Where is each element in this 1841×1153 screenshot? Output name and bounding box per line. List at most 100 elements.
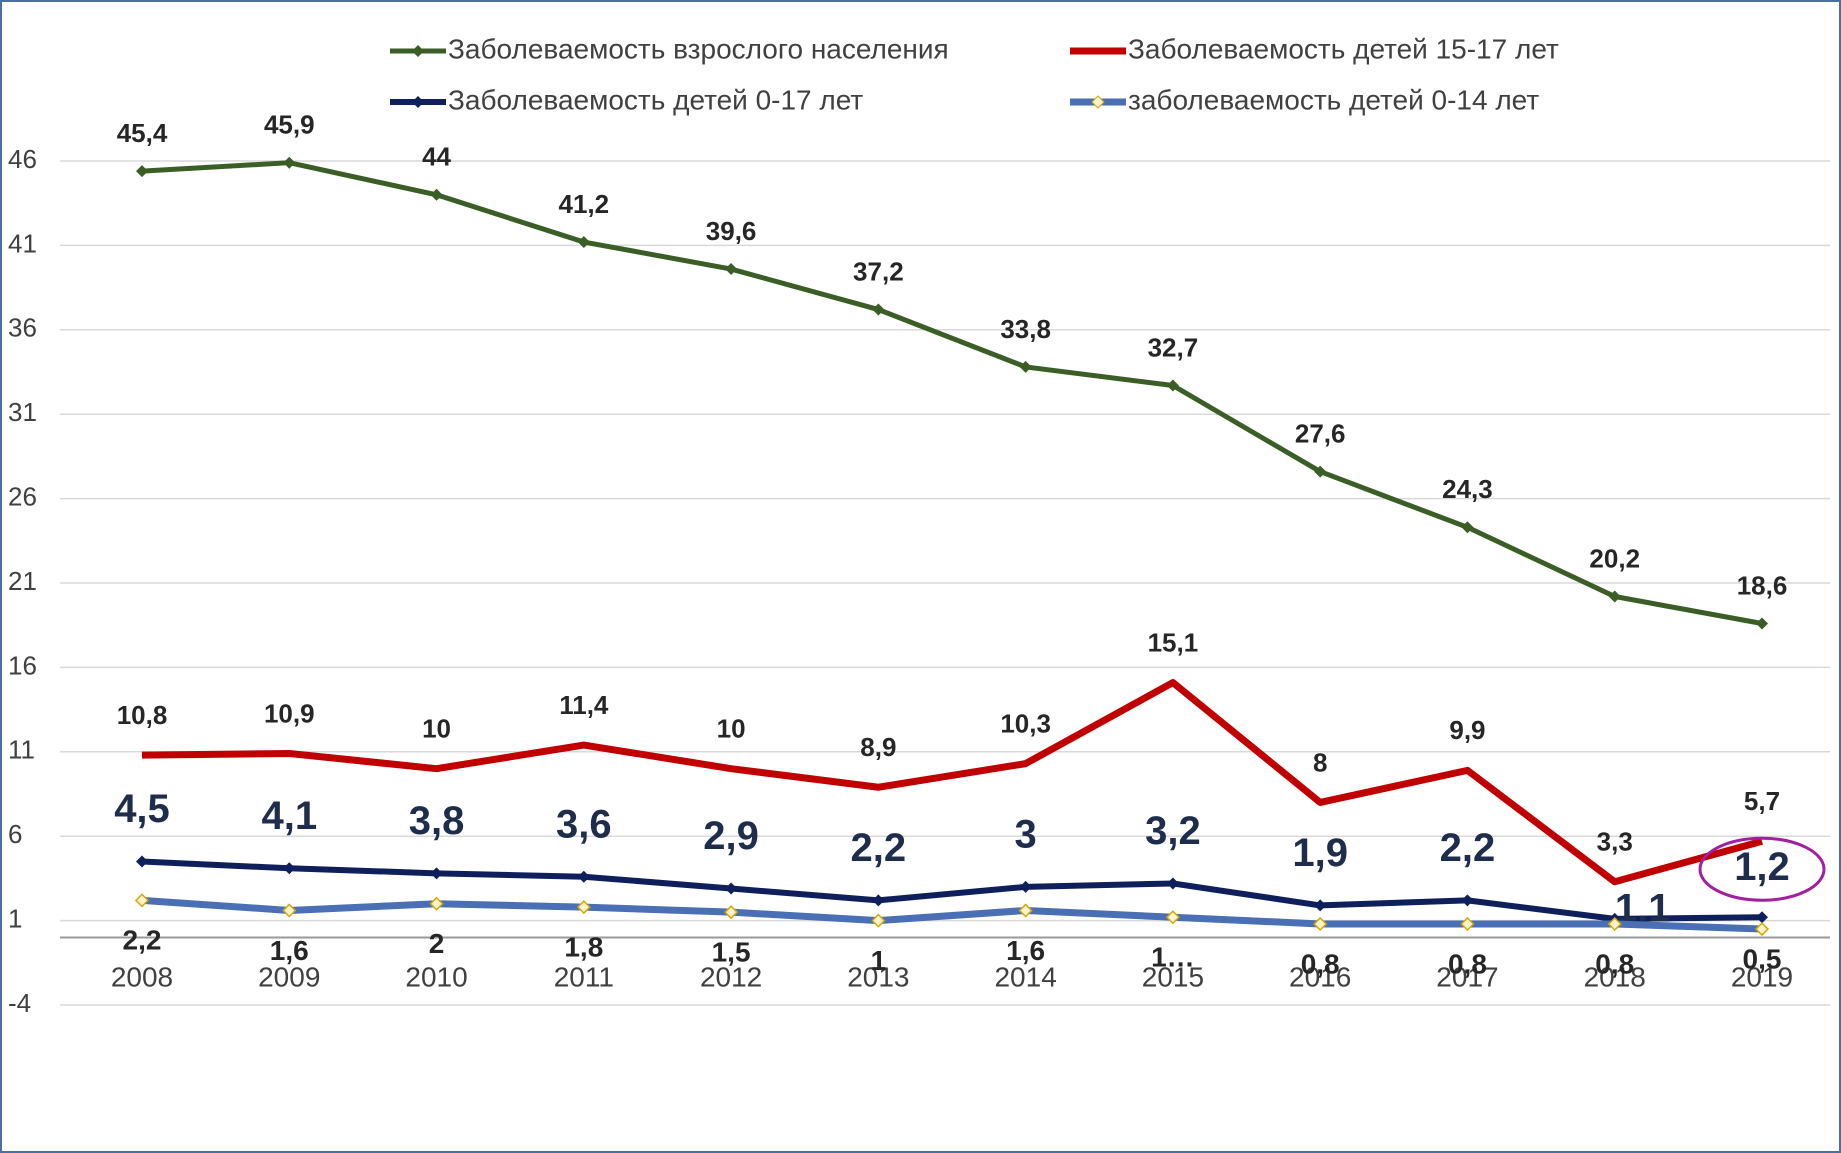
x-tick-label: 2008 xyxy=(111,961,173,992)
marker xyxy=(871,913,886,928)
data-label: 3,3 xyxy=(1597,827,1633,857)
data-label: 32,7 xyxy=(1148,332,1199,362)
y-tick-label: 1 xyxy=(8,903,22,933)
marker xyxy=(1607,916,1622,932)
data-label: 10,3 xyxy=(1000,708,1051,738)
data-label: 1,8 xyxy=(564,931,603,962)
data-label: 1… xyxy=(1151,942,1195,973)
data-label: 39,6 xyxy=(706,216,757,246)
highlight-circle xyxy=(1698,836,1826,902)
data-label: 8 xyxy=(1313,747,1327,777)
data-label: 8,9 xyxy=(860,732,896,762)
data-label: 41,2 xyxy=(559,189,610,219)
data-label: 2,9 xyxy=(703,814,759,858)
legend-marker xyxy=(412,96,424,108)
marker xyxy=(1166,877,1179,890)
x-tick-label: 2011 xyxy=(554,961,614,992)
data-label: 45,9 xyxy=(264,110,315,140)
data-label: 0,8 xyxy=(1301,948,1340,979)
y-tick-label: -4 xyxy=(8,988,31,1018)
data-label: 44 xyxy=(422,142,451,172)
legend-label: Заболеваемость детей 15-17 лет xyxy=(1128,33,1559,64)
marker xyxy=(725,882,738,895)
data-label: 5,7 xyxy=(1744,786,1780,816)
marker xyxy=(136,855,148,868)
marker xyxy=(577,870,590,883)
marker xyxy=(429,896,444,911)
data-label: 1,5 xyxy=(712,937,751,968)
marker xyxy=(1019,880,1032,893)
marker xyxy=(430,188,443,201)
y-tick-label: 46 xyxy=(8,144,37,174)
marker xyxy=(1166,379,1179,392)
data-label: 27,6 xyxy=(1295,418,1346,448)
marker xyxy=(1608,590,1621,603)
marker xyxy=(1460,916,1475,932)
data-label: 4,5 xyxy=(114,787,170,831)
data-label: 3,6 xyxy=(556,802,612,846)
x-tick-label: 2009 xyxy=(258,961,320,992)
data-label: 33,8 xyxy=(1000,314,1051,344)
marker xyxy=(1018,903,1033,918)
data-label: 3,8 xyxy=(409,799,465,843)
data-label: 10 xyxy=(717,714,746,744)
y-tick-label: 6 xyxy=(8,819,22,849)
data-label: 10,8 xyxy=(117,700,168,730)
data-label: 3,2 xyxy=(1145,809,1201,853)
marker xyxy=(872,894,885,907)
y-tick-label: 31 xyxy=(8,397,37,427)
marker xyxy=(283,862,296,875)
legend-label: заболеваемость детей 0-14 лет xyxy=(1128,84,1539,115)
marker xyxy=(1461,521,1474,534)
x-tick-label: 2016 xyxy=(1289,961,1351,992)
data-label: 1 xyxy=(871,945,887,976)
marker xyxy=(1756,911,1768,924)
y-tick-label: 16 xyxy=(8,650,37,680)
marker xyxy=(725,263,738,276)
y-tick-label: 21 xyxy=(8,566,37,596)
x-tick-label: 2014 xyxy=(994,961,1056,992)
marker xyxy=(1019,360,1032,373)
legend-marker xyxy=(1091,95,1105,109)
data-label: 0,8 xyxy=(1595,948,1634,979)
x-tick-label: 2012 xyxy=(700,961,762,992)
data-label: 45,4 xyxy=(117,118,168,148)
data-label: 20,2 xyxy=(1589,543,1640,573)
y-tick-label: 26 xyxy=(8,481,37,511)
x-tick-label: 2010 xyxy=(405,961,467,992)
data-label: 1,2 xyxy=(1734,845,1790,889)
marker xyxy=(576,900,591,915)
data-label: 2,2 xyxy=(123,925,162,956)
x-tick-label: 2019 xyxy=(1731,961,1793,992)
y-tick-label: 36 xyxy=(8,313,37,343)
legend-label: Заболеваемость взрослого населения xyxy=(448,33,949,64)
data-label: 0,8 xyxy=(1448,948,1487,979)
series-line xyxy=(141,160,1763,626)
data-label: 1,6 xyxy=(270,935,309,966)
data-label: 1,9 xyxy=(1292,831,1348,875)
data-label: 10,9 xyxy=(264,698,315,728)
marker xyxy=(283,156,296,169)
marker xyxy=(1314,899,1327,912)
data-label: 18,6 xyxy=(1737,570,1788,600)
marker xyxy=(1756,617,1768,630)
data-label: 37,2 xyxy=(853,256,904,286)
y-tick-label: 11 xyxy=(8,735,35,765)
data-label: 0,5 xyxy=(1743,943,1782,974)
marker xyxy=(872,303,885,316)
y-tick-label: 41 xyxy=(8,228,37,258)
marker xyxy=(577,236,590,249)
data-label: 15,1 xyxy=(1148,627,1199,657)
data-label: 1,6 xyxy=(1006,935,1045,966)
marker xyxy=(282,903,297,918)
data-label: 4,1 xyxy=(261,794,317,838)
data-label: 2 xyxy=(429,928,445,959)
data-label: 3 xyxy=(1015,812,1037,856)
marker xyxy=(136,165,148,178)
marker xyxy=(1461,894,1474,907)
marker xyxy=(1314,465,1327,478)
series-line xyxy=(141,679,1763,886)
legend-marker xyxy=(412,45,424,57)
x-tick-label: 2017 xyxy=(1436,961,1498,992)
